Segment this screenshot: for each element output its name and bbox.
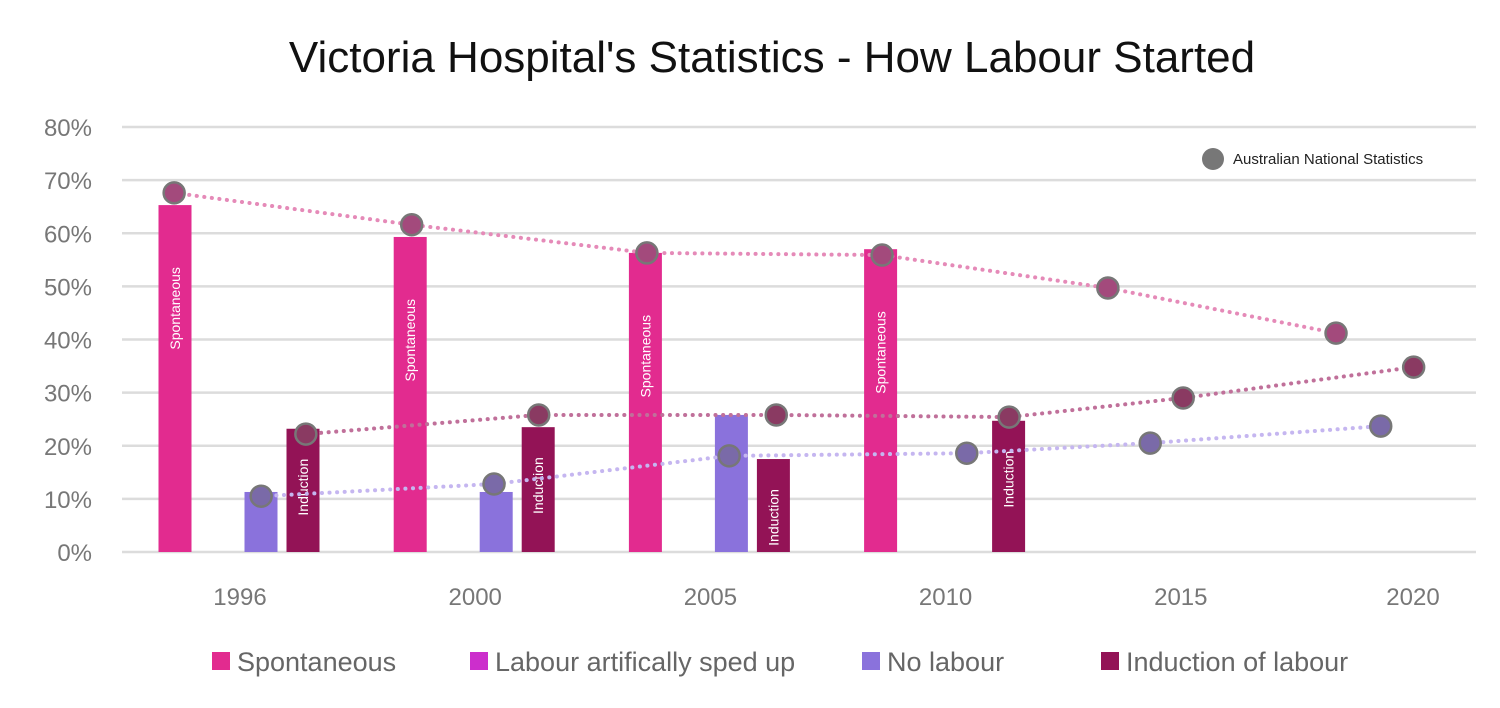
bar-label: Induction bbox=[1001, 451, 1017, 508]
national-data-point bbox=[1324, 321, 1348, 345]
bar-label: Spontaneous bbox=[402, 299, 418, 382]
y-tick-label: 80% bbox=[44, 115, 92, 142]
y-tick-label: 20% bbox=[44, 434, 92, 461]
legend-swatch bbox=[470, 652, 488, 670]
legend-label: Spontaneous bbox=[237, 647, 396, 677]
bar-spontaneous bbox=[393, 236, 427, 552]
national-data-point bbox=[1401, 355, 1426, 379]
bar-no-labour bbox=[479, 491, 513, 552]
national-statistics-legend: Australian National Statistics bbox=[1202, 148, 1423, 170]
y-tick-label: 0% bbox=[57, 540, 92, 567]
national-trend-line bbox=[172, 190, 1339, 336]
national-data-point bbox=[1138, 431, 1162, 455]
national-statistics-legend-label: Australian National Statistics bbox=[1233, 151, 1423, 168]
bar-label: Induction bbox=[765, 489, 781, 546]
bar-label: Spontaneous bbox=[167, 267, 183, 350]
bar-spontaneous bbox=[628, 252, 662, 552]
bar-induction-of-labour bbox=[992, 420, 1026, 552]
x-tick-label: 2005 bbox=[684, 584, 737, 611]
national-data-point bbox=[764, 403, 789, 427]
bar-label: Induction bbox=[295, 459, 311, 516]
national-data-point bbox=[399, 213, 424, 237]
x-tick-label: 1996 bbox=[213, 584, 266, 611]
national-data-point bbox=[1368, 414, 1393, 438]
bar-spontaneous bbox=[864, 249, 898, 552]
y-tick-label: 30% bbox=[44, 381, 92, 408]
bar-spontaneous bbox=[158, 205, 192, 552]
national-data-point bbox=[870, 243, 894, 267]
legend: Spontaneous Labour artifically sped up No … bbox=[212, 647, 1348, 677]
bar-no-labour bbox=[714, 414, 748, 552]
legend-label: Labour artifically sped up bbox=[495, 647, 795, 677]
national-statistics-legend-marker bbox=[1202, 148, 1224, 170]
national-data-point bbox=[717, 444, 741, 468]
national-trend-line bbox=[259, 424, 1383, 499]
y-tick-label: 70% bbox=[44, 168, 92, 195]
legend-swatch bbox=[862, 652, 880, 670]
legend-swatch bbox=[1101, 652, 1119, 670]
national-data-point bbox=[635, 241, 659, 265]
x-tick-label: 2010 bbox=[919, 584, 972, 611]
legend-label: No labour bbox=[887, 647, 1004, 677]
national-data-point bbox=[997, 405, 1021, 429]
national-statistics-overlay bbox=[162, 181, 1426, 508]
national-data-point bbox=[955, 441, 979, 465]
national-trend-line bbox=[303, 365, 1416, 437]
legend-swatch bbox=[212, 652, 230, 670]
bar-label: Induction bbox=[530, 457, 546, 514]
x-tick-label: 2000 bbox=[449, 584, 502, 611]
x-tick-label: 2015 bbox=[1154, 584, 1207, 611]
x-axis-ticks: 1996 2000 2005 2010 2015 2020 bbox=[213, 584, 1439, 611]
y-tick-label: 40% bbox=[44, 328, 92, 355]
bar-label: Spontaneous bbox=[637, 315, 653, 398]
y-tick-label: 10% bbox=[44, 487, 92, 514]
bar-label: Spontaneous bbox=[873, 311, 889, 394]
national-data-point bbox=[1171, 386, 1195, 410]
gridlines bbox=[122, 125, 1476, 554]
y-tick-label: 60% bbox=[44, 221, 92, 248]
national-data-point bbox=[1096, 276, 1120, 300]
y-tick-label: 50% bbox=[44, 274, 92, 301]
national-data-point bbox=[482, 472, 506, 496]
bars: Spontaneous Spontaneous Spontaneous Spontan… bbox=[158, 205, 1026, 552]
national-data-point bbox=[249, 484, 273, 508]
x-tick-label: 2020 bbox=[1386, 584, 1439, 611]
chart-title: Victoria Hospital's Statistics - How Lab… bbox=[289, 33, 1255, 82]
national-data-point bbox=[294, 422, 318, 446]
national-data-point bbox=[162, 181, 186, 205]
legend-label: Induction of labour bbox=[1126, 647, 1348, 677]
bar-induction-of-labour bbox=[521, 427, 555, 552]
national-data-point bbox=[526, 403, 551, 427]
bar-induction-of-labour bbox=[286, 428, 320, 552]
y-axis-ticks: 0% 10% 20% 30% 40% 50% 60% 70% 80% bbox=[44, 115, 92, 567]
bar-induction-of-labour bbox=[756, 459, 790, 552]
